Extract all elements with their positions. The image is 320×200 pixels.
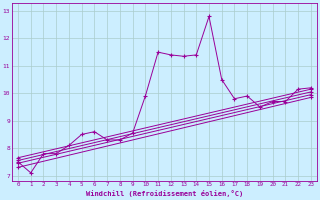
X-axis label: Windchill (Refroidissement éolien,°C): Windchill (Refroidissement éolien,°C) xyxy=(86,190,243,197)
